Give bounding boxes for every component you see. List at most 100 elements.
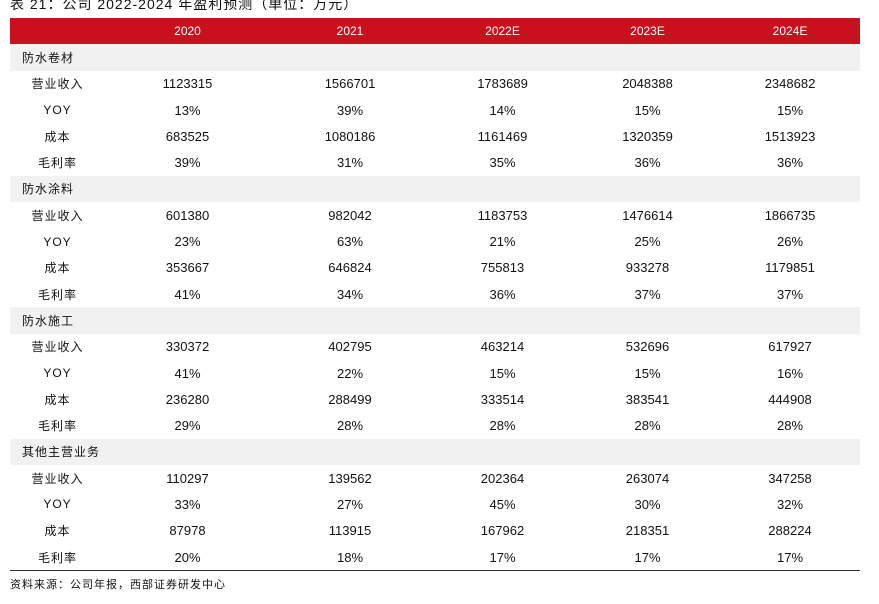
cell: 202364 xyxy=(480,470,525,486)
header-row: 2020 2021 2022E 2023E 2024E xyxy=(10,18,860,45)
cell: 37% xyxy=(776,286,804,302)
cell: 1123315 xyxy=(162,76,213,92)
cell: 23% xyxy=(174,234,201,250)
section-row: 其他主营业务 xyxy=(10,438,860,466)
cell: 17% xyxy=(720,543,860,572)
cell: 444908 xyxy=(768,391,812,407)
cell: 601380 xyxy=(165,207,210,223)
cell: 21% xyxy=(489,234,516,250)
header-corner xyxy=(10,18,105,45)
cell: 288499 xyxy=(328,391,372,407)
column-header: 2022E xyxy=(430,18,575,45)
cell: 15% xyxy=(776,102,804,118)
column-header: 2024E xyxy=(720,18,860,45)
cell: 28% xyxy=(634,418,661,434)
data-row: 毛利率 20% 18% 17% 17% 17% xyxy=(10,543,860,572)
cell: 1783689 xyxy=(477,76,528,92)
cell: 1513923 xyxy=(764,128,816,144)
cell: 982042 xyxy=(328,207,372,223)
data-row: 成本 353667 646824 755813 933278 1179851 xyxy=(10,255,860,281)
cell: 463214 xyxy=(480,339,525,355)
cell: 17% xyxy=(575,543,720,572)
cell: 383541 xyxy=(625,391,670,407)
cell: 33% xyxy=(174,496,201,512)
cell: 646824 xyxy=(328,260,372,276)
table-title: 表 21：公司 2022-2024 年盈利预测（单位：万元） xyxy=(10,0,359,12)
cell: 30% xyxy=(634,496,661,512)
cell: 15% xyxy=(634,365,661,381)
section-row: 防水卷材 xyxy=(10,44,860,71)
cell: 13% xyxy=(174,102,201,118)
cell: 28% xyxy=(776,418,804,434)
row-label: 成本 xyxy=(44,524,71,539)
column-header: 2023E xyxy=(575,18,720,45)
cell: 20% xyxy=(105,543,270,572)
data-row: 毛利率 39% 31% 35% 36% 36% xyxy=(10,149,860,175)
cell: 36% xyxy=(489,286,516,302)
cell: 27% xyxy=(336,496,364,512)
cell: 218351 xyxy=(625,523,670,539)
data-row: 毛利率 29% 28% 28% 28% 28% xyxy=(10,412,860,438)
cell: 39% xyxy=(174,155,201,171)
cell: 1476614 xyxy=(622,207,673,223)
cell: 35% xyxy=(489,155,516,171)
cell: 15% xyxy=(634,102,661,118)
cell: 236280 xyxy=(165,391,210,407)
row-label: 毛利率 xyxy=(37,419,77,434)
cell: 2348682 xyxy=(764,76,816,92)
cell: 288224 xyxy=(768,523,812,539)
cell: 32% xyxy=(776,496,804,512)
cell: 14% xyxy=(489,102,516,118)
cell: 17% xyxy=(430,543,575,572)
cell: 353667 xyxy=(165,260,210,276)
section-row: 防水涂料 xyxy=(10,175,860,203)
cell: 37% xyxy=(634,286,661,302)
cell: 1183753 xyxy=(477,207,528,223)
cell: 87978 xyxy=(169,523,206,539)
cell: 41% xyxy=(174,286,201,302)
cell: 263074 xyxy=(625,470,670,486)
cell: 26% xyxy=(776,234,804,250)
data-row: YOY 13% 39% 14% 15% 15% xyxy=(10,97,860,123)
section-name: 防水卷材 xyxy=(10,44,860,71)
forecast-table: 2020 2021 2022E 2023E 2024E 防水卷材营业收入 1123315 1… xyxy=(10,18,860,572)
row-label: 毛利率 xyxy=(37,287,77,302)
cell: 1080186 xyxy=(324,128,376,144)
row-label: 营业收入 xyxy=(31,77,84,92)
cell: 22% xyxy=(336,365,364,381)
cell: 402795 xyxy=(328,339,372,355)
cell: 167962 xyxy=(480,523,525,539)
data-row: 营业收入 1123315 1566701 1783689 2048388 2348682 xyxy=(10,71,860,97)
cell: 333514 xyxy=(480,391,525,407)
table-body: 防水卷材营业收入 1123315 1566701 1783689 2048388 2348… xyxy=(10,44,860,572)
cell: 1161469 xyxy=(477,128,528,144)
section-name: 防水涂料 xyxy=(10,175,860,203)
row-label: YOY xyxy=(43,497,72,512)
data-row: 成本 683525 1080186 1161469 1320359 1513923 xyxy=(10,123,860,149)
cell: 347258 xyxy=(768,470,812,486)
row-label: 营业收入 xyxy=(31,340,84,355)
cell: 16% xyxy=(776,365,804,381)
cell: 28% xyxy=(489,418,516,434)
cell: 29% xyxy=(174,418,201,434)
cell: 139562 xyxy=(328,470,372,486)
row-label: 营业收入 xyxy=(31,471,84,486)
column-header: 2020 xyxy=(105,18,270,45)
cell: 1566701 xyxy=(324,76,376,92)
cell: 1320359 xyxy=(622,128,673,144)
cell: 2048388 xyxy=(622,76,673,92)
data-row: 营业收入 601380 982042 1183753 1476614 1866735 xyxy=(10,202,860,228)
cell: 45% xyxy=(489,496,516,512)
cell: 330372 xyxy=(165,339,210,355)
data-row: YOY 23% 63% 21% 25% 26% xyxy=(10,228,860,254)
cell: 31% xyxy=(336,155,364,171)
row-label: 成本 xyxy=(44,392,71,407)
cell: 532696 xyxy=(625,339,670,355)
section-name: 其他主营业务 xyxy=(10,438,860,466)
cell: 39% xyxy=(336,102,364,118)
data-row: YOY 33% 27% 45% 30% 32% xyxy=(10,491,860,517)
cell: 41% xyxy=(174,365,201,381)
data-row: 成本 87978 113915 167962 218351 288224 xyxy=(10,518,860,544)
cell: 18% xyxy=(270,543,430,572)
